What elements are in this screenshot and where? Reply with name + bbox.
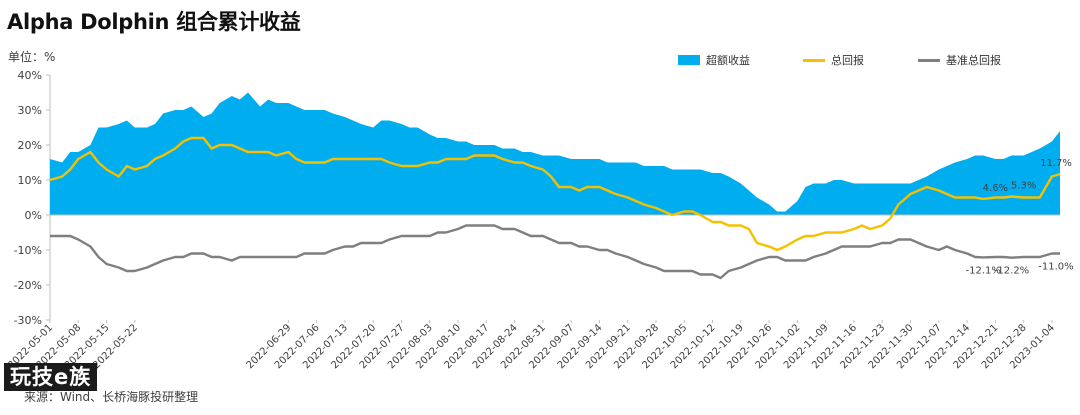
- legend-label-benchmark: 基准总回报: [946, 54, 1001, 67]
- source-note: 来源：Wind、长桥海豚投研整理: [24, 390, 199, 404]
- y-tick-label: -20%: [14, 279, 42, 292]
- y-tick-label: -10%: [14, 244, 42, 257]
- data-label: -12.2%: [994, 266, 1029, 277]
- data-label: -12.1%: [966, 265, 1001, 276]
- y-tick-label: 40%: [18, 69, 42, 82]
- y-tick-label: 20%: [18, 139, 42, 152]
- data-label: 4.6%: [983, 183, 1008, 194]
- unit-label: 单位：%: [8, 50, 56, 64]
- legend-item-excess: 超额收益: [678, 52, 750, 68]
- series-line-benchmark: [50, 224, 1060, 280]
- data-label: -11.0%: [1038, 262, 1073, 273]
- data-label: 5.3%: [1011, 180, 1036, 191]
- series-line-total: [49, 136, 1061, 252]
- legend-swatch-benchmark: [918, 58, 940, 62]
- legend-item-benchmark: 基准总回报: [918, 52, 1001, 68]
- y-tick-label: 10%: [18, 174, 42, 187]
- series-area-excess: [50, 92, 1060, 215]
- chart-title: Alpha Dolphin 组合累计收益: [7, 10, 301, 34]
- y-tick-label: 30%: [18, 104, 42, 117]
- brand-logo: 玩技e族: [4, 363, 98, 391]
- legend-swatch-excess: [678, 55, 700, 65]
- data-label: 11.7%: [1040, 158, 1072, 169]
- y-tick-label: -30%: [14, 314, 42, 327]
- legend-label-excess: 超额收益: [706, 54, 750, 67]
- legend-swatch-total: [803, 58, 825, 62]
- y-tick-label: 0%: [25, 209, 42, 222]
- legend-item-total: 总回报: [803, 52, 864, 68]
- legend-label-total: 总回报: [831, 54, 864, 67]
